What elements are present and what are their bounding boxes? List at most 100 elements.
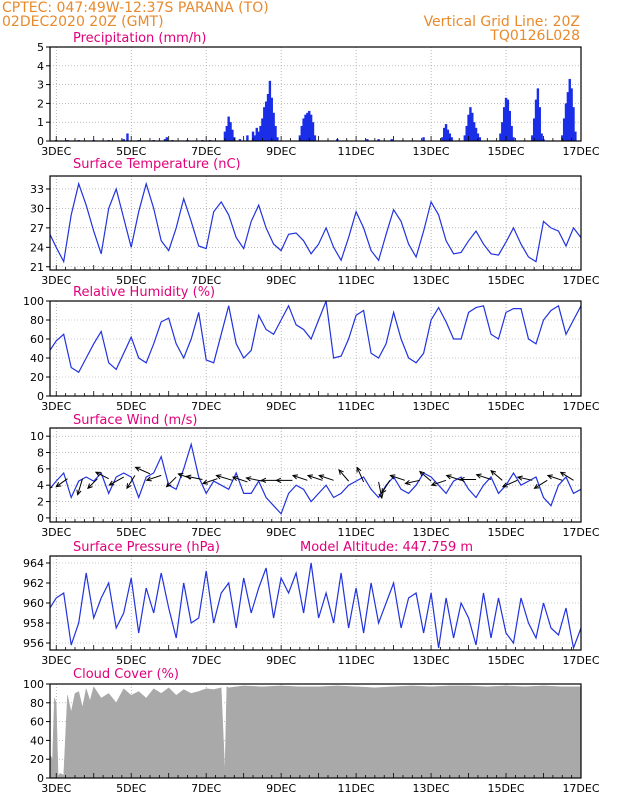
- precip-bar: [274, 125, 277, 141]
- rh-xtick-label: 13DEC: [413, 400, 450, 413]
- wind-arrow: [145, 474, 162, 482]
- cloud-xtick-label: 9DEC: [266, 782, 296, 795]
- wind-arrow: [306, 474, 323, 481]
- precip-bar: [390, 139, 393, 141]
- wind-arrow: [381, 480, 391, 495]
- wind-arrow-head: [389, 474, 396, 480]
- precip-bar: [446, 129, 450, 141]
- wind-line: [50, 441, 581, 515]
- precip-bar: [536, 88, 540, 141]
- header-location: CPTEC: 047:49W-12:37S PARANA (TO): [2, 0, 269, 16]
- cloud-ytick-label: 20: [30, 753, 44, 766]
- wind-ytick-label: 10: [30, 430, 44, 443]
- rh-ytick-label: 0: [37, 390, 44, 403]
- precip-bar: [163, 139, 167, 141]
- wind-arrow-shaft: [109, 476, 124, 486]
- precip-bar: [534, 99, 538, 141]
- wind-ytick-label: 8: [37, 447, 44, 460]
- precip-bar: [253, 135, 257, 141]
- precip-ytick-label: 4: [37, 60, 44, 73]
- cloud-title: Cloud Cover (%): [73, 667, 179, 682]
- precip-bar: [246, 135, 249, 141]
- precip-bar: [538, 107, 541, 141]
- wind-arrow-head: [445, 474, 452, 480]
- wind-arrow-head: [94, 471, 101, 477]
- rh-ytick-label: 80: [30, 314, 44, 327]
- precip-bar: [223, 131, 227, 141]
- precip-bar: [572, 107, 575, 141]
- rh-frame: [49, 300, 582, 397]
- precip-bar: [444, 124, 448, 141]
- wind-arrow-head: [501, 482, 508, 488]
- wind-arrow-shaft: [307, 475, 323, 481]
- wind-arrow-shaft: [292, 475, 308, 481]
- press-ytick-label: 958: [23, 617, 44, 630]
- wind-arrow-shaft: [77, 478, 83, 495]
- wind-arrow-shaft: [431, 479, 447, 486]
- wind-arrow-head: [546, 474, 553, 480]
- precip-bar: [566, 92, 570, 141]
- wind-arrow-shaft: [135, 466, 151, 475]
- wind-arrow-head: [306, 474, 313, 480]
- temp-ytick-label: 33: [30, 183, 44, 196]
- precip-ytick-label: 2: [37, 97, 44, 110]
- rh-xtick-label: 7DEC: [191, 400, 221, 413]
- wind-xtick-label: 15DEC: [487, 526, 524, 539]
- wind-arrow: [404, 479, 420, 486]
- wind-arrow-shaft: [560, 471, 574, 481]
- wind-arrow-shaft: [246, 477, 263, 482]
- temp-ytick-label: 27: [30, 222, 44, 235]
- precip-bar: [476, 133, 480, 141]
- wind-arrow-head: [338, 469, 344, 475]
- temp-frame: [49, 175, 582, 271]
- precip-bar: [574, 131, 577, 141]
- cloud-ytick-label: 80: [30, 697, 44, 710]
- precip-title: Precipitation (mm/h): [73, 31, 206, 46]
- rh-xtick-label: 15DEC: [487, 400, 524, 413]
- temp-series: [50, 181, 581, 264]
- wind-xtick-label: 17DEC: [562, 526, 599, 539]
- precip-bar: [531, 135, 534, 141]
- wind-arrow-head: [458, 476, 465, 483]
- precip-bar: [568, 78, 571, 141]
- wind-arrow-head: [490, 469, 497, 476]
- wind-arrow: [55, 478, 68, 488]
- precip-bar: [227, 116, 230, 141]
- cloud-xtick-label: 3DEC: [41, 782, 71, 795]
- precip-xtick-label: 13DEC: [413, 145, 450, 158]
- wind-arrow-shaft: [338, 469, 349, 482]
- press-xtick-label: 3DEC: [41, 654, 71, 667]
- precip-bar: [465, 125, 468, 141]
- precip-ytick-label: 3: [37, 79, 44, 92]
- press-line: [50, 562, 581, 650]
- precip-bar: [499, 133, 502, 141]
- wind-arrow: [533, 479, 548, 489]
- precip-xtick-label: 11DEC: [338, 145, 375, 158]
- precip-bar: [463, 135, 467, 141]
- precip-bar: [264, 101, 268, 141]
- precip-bar: [251, 131, 255, 141]
- precip-bar: [270, 97, 273, 141]
- precip-ytick-label: 1: [37, 116, 44, 129]
- rh-title: Relative Humidity (%): [73, 285, 215, 300]
- wind-arrow-head: [165, 481, 172, 488]
- wind-arrow-shaft: [378, 481, 383, 499]
- temp-xtick-label: 15DEC: [487, 274, 524, 287]
- cloud-xtick-label: 15DEC: [487, 782, 524, 795]
- precip-bar: [225, 125, 228, 141]
- temp-xtick-label: 9DEC: [266, 274, 296, 287]
- wind-arrow-head: [76, 489, 82, 496]
- wind-arrow: [475, 473, 492, 480]
- precip-xtick-label: 5DEC: [116, 145, 146, 158]
- wind-arrow-head: [533, 483, 540, 489]
- wind-arrow-head: [145, 476, 152, 482]
- wind-frame: [49, 427, 582, 523]
- wind-arrow-shaft: [356, 467, 365, 483]
- precip-bar: [311, 122, 315, 141]
- press-xtick-label: 5DEC: [116, 654, 146, 667]
- precip-bar: [448, 133, 452, 141]
- wind-xtick-label: 13DEC: [413, 526, 450, 539]
- rh-panel: Relative Humidity (%) 0 20 40 60 80 100 3DEC 5DE…: [23, 285, 600, 413]
- precip-bar: [564, 103, 568, 141]
